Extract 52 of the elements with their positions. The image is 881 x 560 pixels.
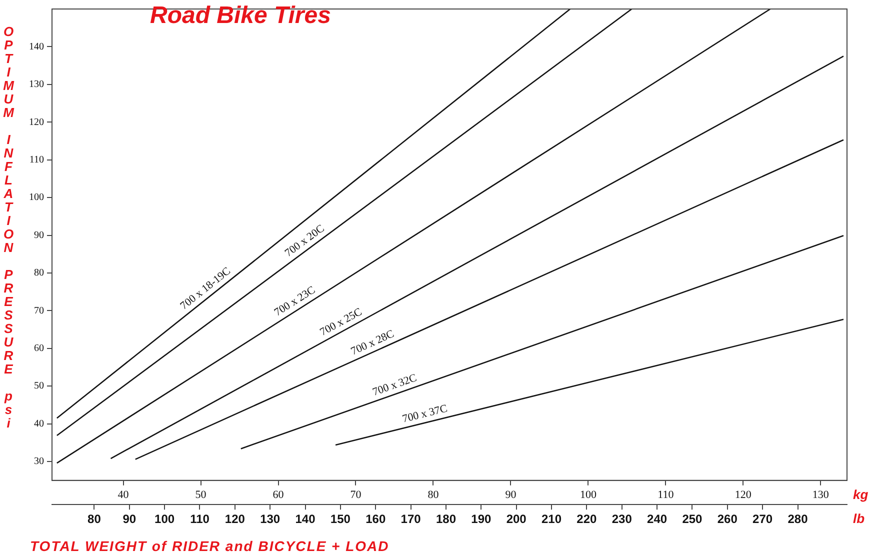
x-tick-label: 260 <box>717 512 738 526</box>
text: 700 x 32C <box>371 372 418 399</box>
x-tick-label: 150 <box>330 512 351 526</box>
chart-title: Road Bike Tires <box>150 2 331 30</box>
x2-tick-label: 50 <box>195 488 207 501</box>
x2-tick-label: 60 <box>272 488 284 501</box>
x-tick-label: 230 <box>612 512 632 526</box>
x-tick-label: 270 <box>752 512 773 526</box>
text: 700 x 20C <box>282 222 327 260</box>
y-tick-label: 50 <box>34 380 44 392</box>
x2-tick-label: 120 <box>734 488 752 501</box>
text: 700 x 23C <box>272 284 318 319</box>
x-tick-label: 170 <box>400 512 422 526</box>
x-axis-title: TOTAL WEIGHT of RIDER and BICYCLE + LOAD <box>30 538 390 554</box>
y-tick-label: 70 <box>34 305 44 316</box>
x-tick-label: 190 <box>471 512 492 526</box>
x-tick-label: 210 <box>542 512 562 526</box>
y-tick-label: 30 <box>34 456 44 468</box>
x-tick-label: 140 <box>295 512 316 526</box>
x-tick-label: 160 <box>366 512 386 526</box>
x-tick-label: 90 <box>122 512 136 526</box>
x-tick-label: 80 <box>88 512 102 526</box>
y-axis-title: OPTIMUM INFLATION PRESSURE psi <box>1 24 16 429</box>
y-tick-label: 80 <box>34 268 44 279</box>
x-tick-label: 130 <box>260 512 280 526</box>
x-tick-label: 180 <box>436 512 456 526</box>
x2-tick-label: 110 <box>658 488 674 501</box>
text: 700 x 37C <box>401 402 449 426</box>
y-tick-label: 100 <box>29 192 44 204</box>
text: kg <box>853 486 868 502</box>
y-tick-label: 110 <box>29 154 44 166</box>
y-tick-label: 140 <box>29 41 44 52</box>
y-tick-label: 130 <box>29 79 44 90</box>
x2-tick-label: 130 <box>812 488 830 501</box>
x-tick-label: 120 <box>224 512 246 526</box>
x-tick-label: 250 <box>682 512 703 526</box>
y-tick-label: 40 <box>34 418 44 430</box>
x-tick-label: 110 <box>190 512 210 526</box>
text: lb <box>853 511 865 526</box>
y-tick-label: 90 <box>34 230 44 241</box>
x2-tick-label: 90 <box>505 488 517 501</box>
x2-tick-label: 80 <box>428 488 440 501</box>
x-tick-label: 280 <box>788 512 808 526</box>
x-tick-label: 200 <box>506 512 527 526</box>
y-tick-label: 120 <box>29 116 44 128</box>
x2-tick-label: 70 <box>350 488 362 501</box>
x-tick-label: 100 <box>154 512 175 526</box>
x-tick-label: 220 <box>576 512 598 526</box>
x2-tick-label: 40 <box>118 488 130 501</box>
x2-tick-label: 100 <box>580 488 597 501</box>
x-tick-label: 240 <box>647 512 668 526</box>
y-tick-label: 60 <box>34 343 44 354</box>
